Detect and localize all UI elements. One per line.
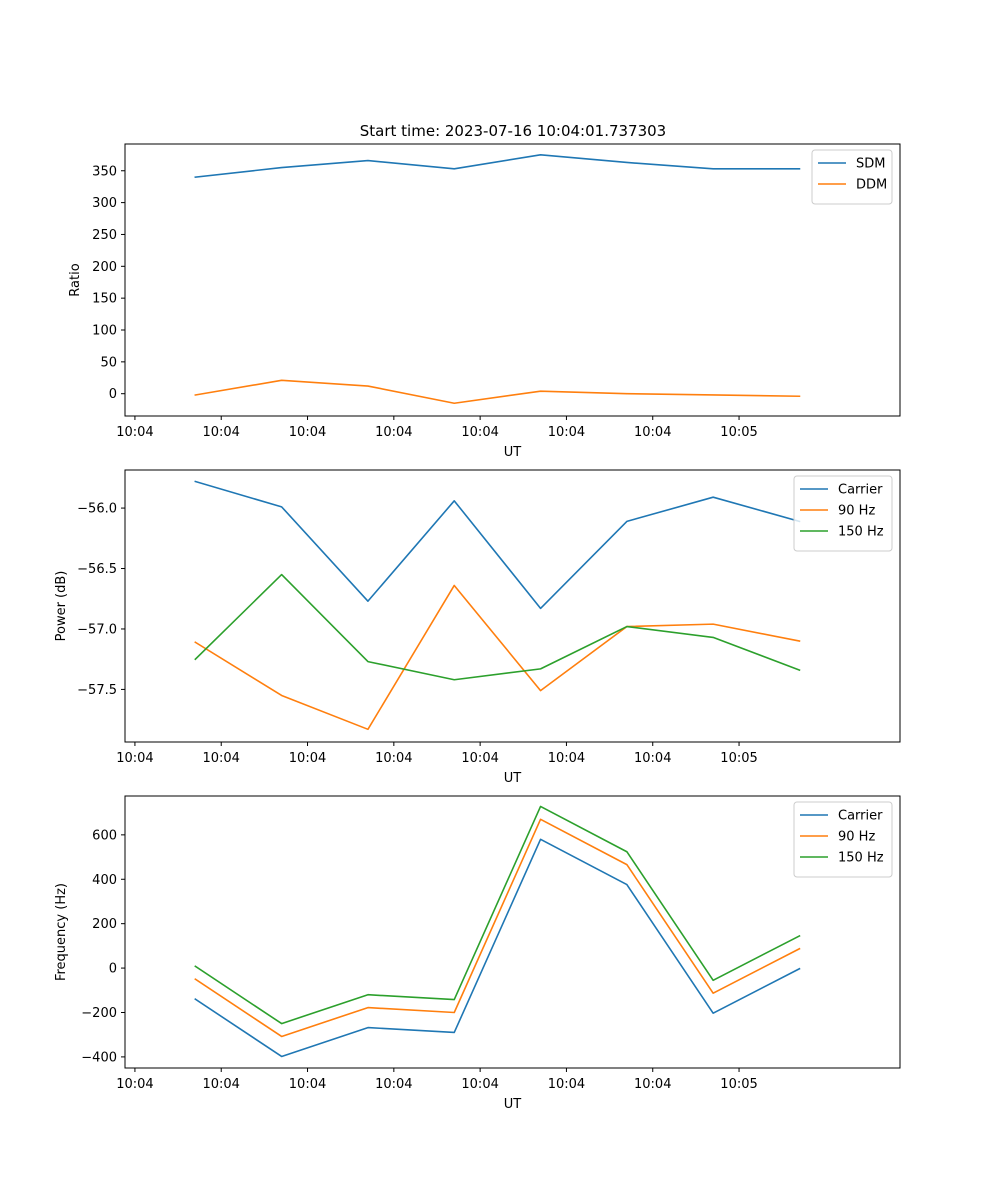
series-line-150-hz [194,573,801,681]
y-tick-label: 50 [100,355,117,370]
legend-label-150-hz: 150 Hz [838,525,884,540]
x-tick-label: 10:04 [375,425,412,440]
x-tick-label: 10:04 [202,1077,239,1092]
y-axis-label: Frequency (Hz) [54,883,69,981]
x-tick-label: 10:05 [720,425,757,440]
y-tick-label: 150 [92,292,117,307]
y-axis-label: Ratio [68,263,83,296]
chart-panel-3: 10:04 10:04 10:04 10:04 10:04 10:04 10:04 10:05… [54,795,901,1112]
x-tick-label: 10:04 [116,425,153,440]
series-line-150-hz [194,805,801,1025]
y-tick-label: −56.0 [77,502,117,517]
y-tick-label: 300 [92,196,117,211]
x-axis-label: UT [504,771,522,786]
x-tick-label: 10:04 [202,751,239,766]
x-axis-label: UT [504,1097,522,1112]
legend-label-90-hz: 90 Hz [838,504,875,519]
figure-title: Start time: 2023-07-16 10:04:01.737303 [360,122,666,140]
x-tick-label: 10:04 [375,1077,412,1092]
y-tick-label: −400 [81,1050,117,1065]
legend: SDM DDM [811,149,893,205]
legend: Carrier 90 Hz 150 Hz [793,475,893,552]
y-tick-label: 200 [92,260,117,275]
y-tick-label: −57.0 [77,622,117,637]
axes-frame [124,469,901,743]
series-line-90-hz [194,584,801,731]
legend-label-150-hz: 150 Hz [838,851,884,866]
legend-label-ddm: DDM [856,178,887,193]
y-tick-label: 400 [92,873,117,888]
series-line-carrier [194,480,801,610]
x-tick-label: 10:04 [548,425,585,440]
x-tick-label: 10:05 [720,751,757,766]
y-tick-label: −200 [81,1006,117,1021]
series-line-90-hz [194,818,801,1038]
y-tick-label: 350 [92,164,117,179]
series-line-carrier [194,838,801,1058]
series-line-sdm [194,154,801,179]
legend: Carrier 90 Hz 150 Hz [793,801,893,878]
y-tick-label: 600 [92,828,117,843]
x-tick-label: 10:04 [548,751,585,766]
x-tick-label: 10:04 [289,425,326,440]
y-tick-label: 250 [92,228,117,243]
axes-frame [124,143,901,417]
x-tick-label: 10:04 [461,751,498,766]
y-tick-label: 100 [92,324,117,339]
y-tick-label: 200 [92,917,117,932]
series-line-ddm [194,379,801,405]
legend-label-90-hz: 90 Hz [838,830,875,845]
axes-frame [124,795,901,1069]
chart-panel-2: 10:04 10:04 10:04 10:04 10:04 10:04 10:04 10:05… [54,469,901,786]
x-tick-label: 10:04 [116,1077,153,1092]
x-tick-label: 10:04 [634,425,671,440]
legend-box [793,801,893,878]
x-axis-label: UT [504,445,522,460]
x-tick-label: 10:04 [461,1077,498,1092]
x-tick-label: 10:04 [289,751,326,766]
x-tick-label: 10:04 [116,751,153,766]
legend-label-sdm: SDM [856,157,885,172]
y-tick-label: 0 [109,962,117,977]
legend-box [793,475,893,552]
x-tick-label: 10:04 [634,1077,671,1092]
legend-label-carrier: Carrier [838,483,883,498]
y-tick-label: 0 [109,387,117,402]
x-tick-label: 10:04 [634,751,671,766]
x-tick-label: 10:04 [375,751,412,766]
chart-panel-1: 10:04 10:04 10:04 10:04 10:04 10:04 10:04 10:05… [68,143,901,460]
x-tick-label: 10:04 [202,425,239,440]
x-tick-label: 10:04 [289,1077,326,1092]
y-tick-label: −56.5 [77,562,117,577]
x-tick-label: 10:04 [461,425,498,440]
x-tick-label: 10:05 [720,1077,757,1092]
legend-label-carrier: Carrier [838,809,883,824]
y-tick-label: −57.5 [77,683,117,698]
y-axis-label: Power (dB) [54,571,69,642]
x-tick-label: 10:04 [548,1077,585,1092]
